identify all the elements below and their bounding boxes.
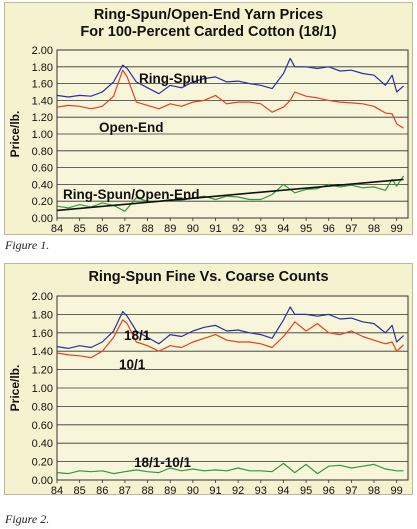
series-line-ring-spun-open-end: [56, 175, 404, 212]
figure-1-chart: Ring-Spun/Open-End Yarn Prices For 100-P…: [4, 2, 413, 235]
x-tick-label: 93: [255, 485, 267, 496]
x-tick-label: 98: [368, 223, 380, 235]
x-tick-label: 87: [119, 485, 131, 496]
x-tick-label: 95: [300, 223, 312, 235]
x-tick-label: 98: [368, 485, 380, 496]
x-tick-label: 89: [164, 223, 176, 235]
x-tick-label: 84: [51, 223, 63, 235]
x-tick-label: 97: [345, 485, 357, 496]
y-tick-label: 1.20: [32, 112, 53, 124]
x-tick-label: 86: [96, 485, 108, 496]
x-tick-label: 90: [187, 223, 199, 235]
y-tick-label: 2.00: [32, 291, 53, 303]
y-tick-label: 0.40: [32, 438, 53, 450]
x-tick-label: 94: [277, 223, 289, 235]
y-tick-label: 0.40: [32, 179, 53, 191]
x-tick-label: 96: [323, 485, 335, 496]
y-axis-label: Price/lb.: [8, 365, 22, 412]
x-tick-label: 90: [187, 485, 199, 496]
x-tick-label: 92: [232, 485, 244, 496]
y-tick-label: 0.00: [32, 213, 53, 225]
x-tick-label: 88: [141, 485, 153, 496]
y-axis-label: Price/lb.: [8, 111, 22, 158]
x-tick-label: 85: [74, 485, 86, 496]
chart-1-plot: 0.00 0.20 0.40 0.60 0.80 1.00 1.20 1.40 1.60 1.80…: [8, 45, 409, 235]
y-tick-label: 1.80: [32, 62, 53, 74]
x-tick-label: 97: [345, 223, 357, 235]
y-tick-label: 0.00: [32, 475, 53, 487]
chart-title-line-1: Ring-Spun/Open-End Yarn Prices: [93, 7, 324, 23]
y-tick-label: 1.40: [32, 95, 53, 107]
y-tick-label: 1.40: [32, 346, 53, 358]
series-line-18-1: [56, 306, 404, 350]
x-tick-label: 87: [119, 223, 131, 235]
series-line-18-1-10-1: [56, 462, 404, 475]
y-tick-label: 0.80: [32, 401, 53, 413]
x-tick-label: 89: [164, 485, 176, 496]
x-tick-label: 88: [141, 223, 153, 235]
y-tick-label: 1.80: [32, 309, 53, 321]
y-tick-label: 1.20: [32, 365, 53, 377]
figure-2-chart: Ring-Spun Fine Vs. Coarse Counts 0.00 0.2…: [4, 263, 413, 496]
series-line-open-end: [56, 69, 404, 129]
y-tick-label: 1.60: [32, 79, 53, 91]
chart-title: Ring-Spun Fine Vs. Coarse Counts: [88, 269, 329, 285]
x-tick-label: 84: [51, 485, 63, 496]
series-line-trend: [56, 178, 404, 212]
series-annotation: 18/1: [124, 328, 151, 343]
y-tick-label: 0.20: [32, 196, 53, 208]
series-annotation: 10/1: [119, 357, 146, 372]
y-tick-label: 1.00: [32, 383, 53, 395]
x-tick-label: 99: [391, 223, 403, 235]
x-tick-label: 92: [232, 223, 244, 235]
series-annotation: Ring-Spun: [139, 71, 207, 86]
y-tick-label: 0.60: [32, 420, 53, 432]
x-tick-label: 91: [209, 223, 221, 235]
x-tick-label: 94: [277, 485, 289, 496]
y-tick-label: 1.60: [32, 328, 53, 340]
series-annotation: 18/1-10/1: [134, 455, 192, 470]
y-tick-label: 0.20: [32, 457, 53, 469]
series-annotation: Ring-Spun/Open-End: [63, 187, 199, 202]
x-tick-label: 95: [300, 485, 312, 496]
y-tick-label: 0.80: [32, 146, 53, 158]
series-line-10-1: [56, 319, 404, 359]
y-tick-label: 1.00: [32, 129, 53, 141]
x-tick-label: 96: [323, 223, 335, 235]
x-tick-label: 93: [255, 223, 267, 235]
figure-2-caption: Figure 2.: [5, 512, 50, 526]
series-line-ring-spun: [56, 57, 404, 98]
series-annotation: Open-End: [99, 120, 164, 135]
x-tick-label: 91: [209, 485, 221, 496]
y-tick-label: 2.00: [32, 45, 53, 57]
figure-1-caption: Figure 1.: [5, 238, 50, 252]
chart-2-plot: 0.00 0.20 0.40 0.60 0.80 1.00 1.20 1.40 1.60 1.80…: [8, 291, 409, 496]
x-tick-label: 85: [74, 223, 86, 235]
y-tick-label: 0.60: [32, 163, 53, 175]
chart-title-line-2: For 100-Percent Carded Cotton (18/1): [80, 24, 337, 40]
x-tick-label: 99: [391, 485, 403, 496]
x-tick-label: 86: [96, 223, 108, 235]
